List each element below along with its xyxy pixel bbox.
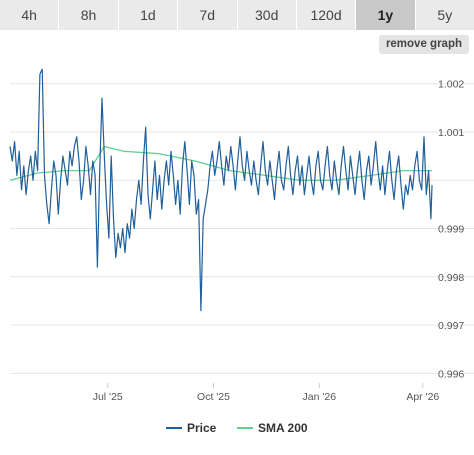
series-lines xyxy=(9,68,433,312)
tab-30d[interactable]: 30d xyxy=(237,0,297,30)
tab-7d[interactable]: 7d xyxy=(178,0,238,30)
legend-sma-200-label[interactable]: SMA 200 xyxy=(258,421,308,435)
sma-200-series-line xyxy=(9,145,432,181)
legend: Price SMA 200 xyxy=(166,421,308,435)
tab-4h[interactable]: 4h xyxy=(0,0,60,30)
x-tick-label: Apr '26 xyxy=(406,391,439,403)
tab-1y[interactable]: 1y xyxy=(356,0,416,30)
y-tick-label: 1.001 xyxy=(438,127,464,139)
grid-lines xyxy=(10,83,474,374)
y-tick-label: 0.997 xyxy=(438,320,464,332)
remove-graph-button[interactable]: remove graph xyxy=(378,35,469,54)
x-tick-label: Jan '26 xyxy=(303,391,337,403)
y-tick-label: 0.999 xyxy=(438,224,464,236)
legend-price-label[interactable]: Price xyxy=(187,421,217,435)
x-axis-ticks: Jul '25 Oct '25 Jan '26 Apr '26 xyxy=(93,383,439,403)
price-series-line xyxy=(9,68,433,312)
x-tick-label: Jul '25 xyxy=(93,391,123,403)
time-range-tabs: 4h 8h 1d 7d 30d 120d 1y 5y xyxy=(0,0,474,30)
tab-5y[interactable]: 5y xyxy=(415,0,474,30)
y-tick-label: 0.996 xyxy=(438,368,464,380)
y-tick-label: 0.998 xyxy=(438,272,464,284)
y-axis-ticks: 0.996 0.997 0.998 0.999 1.001 1.002 xyxy=(438,79,464,381)
tab-120d[interactable]: 120d xyxy=(296,0,357,30)
x-tick-label: Oct '25 xyxy=(197,391,230,403)
y-tick-label: 1.002 xyxy=(438,79,464,91)
tab-1d[interactable]: 1d xyxy=(118,0,179,30)
tab-8h[interactable]: 8h xyxy=(59,0,119,30)
